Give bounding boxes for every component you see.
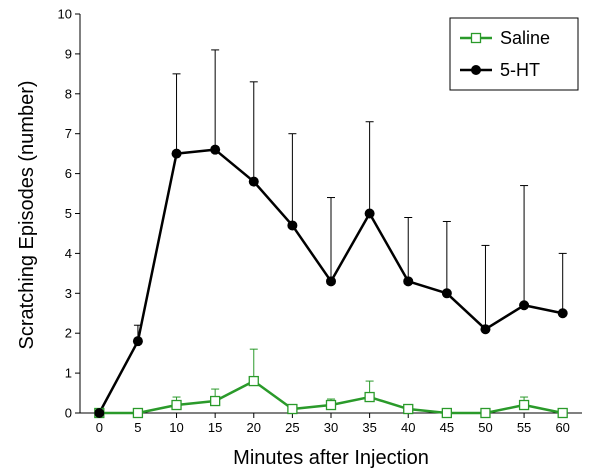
y-tick-label: 3 xyxy=(65,286,72,301)
y-tick-label: 0 xyxy=(65,406,72,421)
data-point xyxy=(441,407,452,419)
data-point xyxy=(132,336,143,347)
data-point xyxy=(480,407,491,419)
x-tick-label: 40 xyxy=(401,420,415,435)
data-point xyxy=(364,208,375,219)
x-tick-label: 60 xyxy=(555,420,569,435)
y-tick-label: 9 xyxy=(65,46,72,61)
x-tick-label: 5 xyxy=(134,420,141,435)
x-tick-label: 55 xyxy=(517,420,531,435)
y-tick-label: 6 xyxy=(65,166,72,181)
x-tick-label: 20 xyxy=(247,420,261,435)
data-point xyxy=(171,399,182,411)
y-tick-label: 5 xyxy=(65,206,72,221)
y-tick-label: 7 xyxy=(65,126,72,141)
x-tick-label: 25 xyxy=(285,420,299,435)
x-tick-label: 45 xyxy=(440,420,454,435)
data-point xyxy=(94,408,105,418)
data-point xyxy=(403,403,414,415)
y-tick-label: 8 xyxy=(65,86,72,101)
y-axis-title: Scratching Episodes (number) xyxy=(16,80,38,349)
data-point xyxy=(364,391,375,403)
legend-box xyxy=(449,17,579,91)
data-point xyxy=(480,324,491,335)
x-tick-label: 10 xyxy=(169,420,183,435)
data-point xyxy=(557,407,568,419)
data-point xyxy=(248,176,259,187)
error-bars xyxy=(133,49,567,406)
legend-label: Saline xyxy=(500,28,550,48)
x-axis-title: Minutes after Injection xyxy=(233,447,429,469)
data-point xyxy=(287,403,298,415)
data-point xyxy=(171,148,182,159)
data-point xyxy=(518,399,530,411)
x-tick-label: 35 xyxy=(362,420,376,435)
data-point xyxy=(325,399,337,411)
data-point xyxy=(210,144,221,155)
x-tick-label: 50 xyxy=(478,420,492,435)
x-tick-label: 0 xyxy=(96,420,103,435)
legend-label: 5-HT xyxy=(500,60,540,80)
y-tick-label: 10 xyxy=(58,7,72,22)
legend-swatch-marker xyxy=(471,65,481,75)
legend: Saline 5-HT xyxy=(449,17,579,91)
y-tick-label: 1 xyxy=(65,366,72,381)
data-point xyxy=(519,300,530,311)
y-tick-label: 2 xyxy=(65,326,72,341)
data-point xyxy=(326,276,336,287)
data-point xyxy=(441,288,452,299)
data-point xyxy=(403,276,414,287)
x-tick-label: 30 xyxy=(324,420,338,435)
series-markers xyxy=(94,144,568,419)
data-point xyxy=(132,407,144,419)
data-point xyxy=(557,308,568,319)
legend-swatch-marker xyxy=(470,32,482,44)
y-tick-label: 4 xyxy=(65,246,72,261)
data-point xyxy=(248,375,259,387)
data-point xyxy=(287,220,298,231)
x-tick-label: 15 xyxy=(208,420,222,435)
data-point xyxy=(210,395,221,407)
